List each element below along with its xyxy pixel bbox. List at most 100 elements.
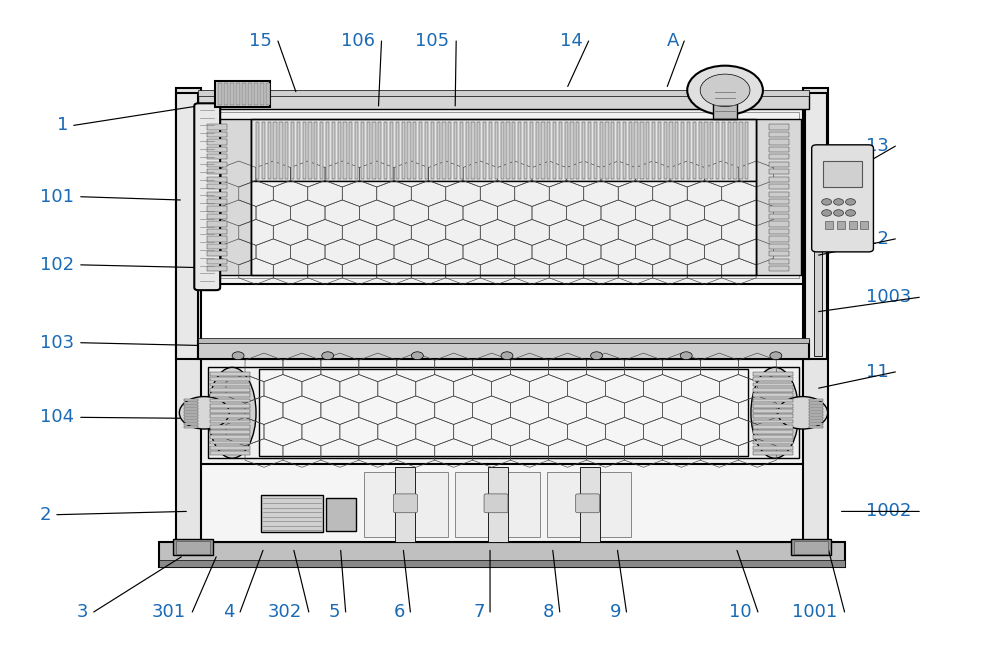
Bar [207, 244, 227, 249]
Bar [419, 122, 422, 179]
Bar [242, 83, 246, 105]
Bar [477, 122, 480, 179]
Circle shape [700, 74, 750, 106]
Circle shape [591, 352, 603, 360]
Bar [273, 122, 277, 179]
Bar [207, 162, 227, 167]
Bar [349, 122, 352, 179]
Bar [553, 122, 556, 179]
Bar [634, 122, 638, 179]
Bar [791, 539, 831, 555]
Bar [713, 86, 737, 119]
Bar [739, 122, 743, 179]
Bar [753, 377, 793, 381]
Text: 1003: 1003 [866, 289, 912, 306]
Bar [728, 122, 731, 179]
Bar [207, 259, 227, 264]
Bar [466, 122, 469, 179]
Text: 1001: 1001 [792, 603, 837, 621]
Bar [207, 132, 227, 137]
Bar [710, 122, 713, 179]
Bar [184, 411, 198, 413]
Circle shape [778, 396, 828, 429]
Bar [753, 383, 793, 387]
Bar [431, 122, 434, 179]
Bar [413, 122, 416, 179]
Bar [230, 83, 234, 105]
Bar [753, 398, 793, 402]
Bar [769, 162, 789, 167]
Circle shape [232, 352, 244, 360]
Bar [207, 221, 227, 227]
Circle shape [846, 210, 856, 216]
Bar [262, 122, 265, 179]
Bar [210, 398, 250, 402]
Bar [210, 451, 250, 455]
Bar [442, 122, 446, 179]
Bar [425, 122, 428, 179]
Bar [753, 436, 793, 439]
Bar [364, 473, 448, 537]
Circle shape [822, 210, 832, 216]
Bar [260, 83, 264, 105]
Bar [576, 122, 579, 179]
Bar [320, 122, 323, 179]
Bar [547, 473, 631, 537]
Bar [733, 122, 737, 179]
Bar [384, 122, 387, 179]
Bar [279, 122, 283, 179]
Bar [769, 184, 789, 189]
Bar [207, 147, 227, 152]
Bar [210, 409, 250, 413]
Bar [687, 122, 690, 179]
Bar [506, 122, 510, 179]
Bar [849, 221, 857, 229]
Bar [769, 147, 789, 152]
Text: 12: 12 [866, 230, 889, 248]
Bar [669, 122, 673, 179]
Bar [455, 473, 540, 537]
Circle shape [687, 66, 763, 115]
Bar [801, 344, 819, 542]
Bar [207, 184, 227, 189]
Bar [803, 88, 828, 542]
Bar [256, 122, 259, 179]
Circle shape [834, 210, 844, 216]
Bar [860, 221, 868, 229]
Bar [769, 244, 789, 249]
Bar [251, 119, 756, 181]
Bar [198, 93, 809, 109]
Bar [809, 399, 823, 401]
Circle shape [179, 396, 229, 429]
Bar [769, 221, 789, 227]
Bar [716, 122, 719, 179]
Bar [215, 81, 270, 107]
Bar [769, 266, 789, 272]
Bar [207, 251, 227, 257]
Bar [600, 122, 603, 179]
Bar [809, 422, 823, 424]
Bar [559, 122, 562, 179]
Bar [448, 122, 451, 179]
Bar [210, 383, 250, 387]
Bar [207, 199, 227, 204]
Bar [640, 122, 644, 179]
Bar [198, 464, 809, 542]
Bar [372, 122, 376, 179]
Bar [210, 377, 250, 381]
Bar [541, 122, 545, 179]
Bar [565, 122, 568, 179]
Bar [769, 154, 789, 159]
Bar [588, 122, 591, 179]
Bar [210, 388, 250, 392]
Ellipse shape [751, 368, 799, 458]
Bar [594, 122, 597, 179]
Bar [809, 407, 823, 410]
Bar [675, 122, 678, 179]
Bar [184, 399, 198, 401]
Bar [314, 122, 317, 179]
Bar [769, 229, 789, 234]
Bar [809, 411, 823, 413]
Bar [207, 169, 227, 174]
Bar [207, 266, 227, 272]
